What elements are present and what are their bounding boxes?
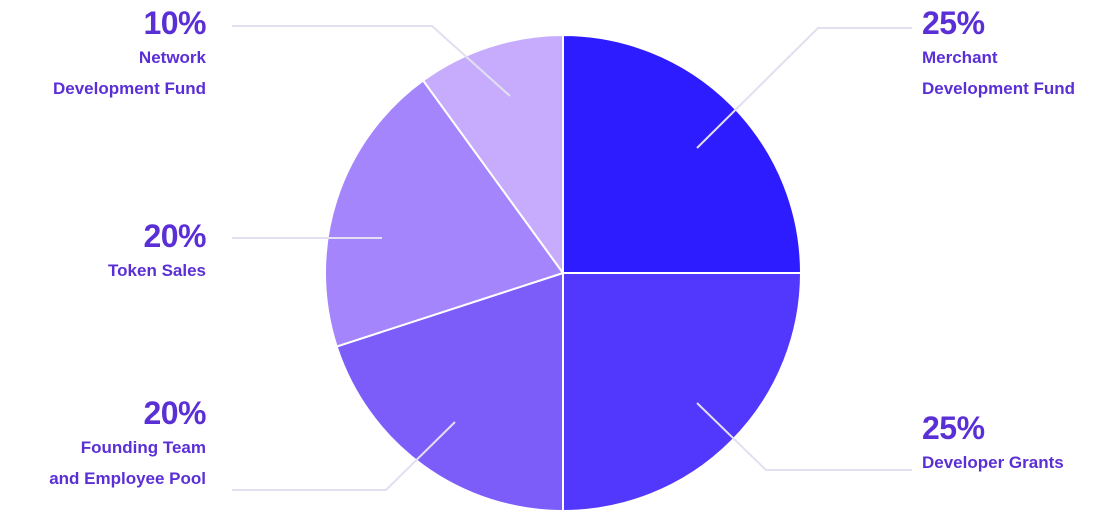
leader-line [232, 25, 511, 97]
slice-category-line: Founding Team [80, 438, 206, 458]
leader-line [696, 402, 912, 471]
pie-slices [324, 33, 803, 511]
slice-percent: 25% [922, 410, 985, 446]
slice-category-line: Token Sales [108, 261, 206, 281]
slice-percent: 25% [922, 5, 985, 41]
leader-lines [232, 25, 912, 491]
slice-percent: 20% [143, 395, 206, 431]
slice-category-line: Developer Grants [922, 453, 1064, 473]
slice-label-founding-team: 20% Founding Team and Employee Pool [49, 394, 206, 494]
slice-percent: 10% [143, 5, 206, 41]
slice-label-developer-grants: 25% Developer Grants [922, 409, 1064, 478]
pie-slice [562, 272, 803, 511]
leader-line [696, 27, 912, 149]
slice-category-line: Development Fund [922, 79, 1076, 99]
slice-percent: 20% [143, 218, 206, 254]
slice-category-line: and Employee Pool [49, 469, 206, 489]
pie-slice [562, 33, 803, 274]
slice-category-line: Development Fund [52, 79, 206, 99]
pie-slice [421, 33, 564, 277]
leader-line [232, 421, 456, 491]
slice-category-line: Merchant [922, 48, 998, 68]
slice-label-token-sales: 20% Token Sales [108, 217, 206, 286]
pie-slice [324, 79, 565, 348]
slice-label-merchant-development-fund: 25% Merchant Development Fund [922, 4, 1075, 104]
pie-slice [335, 271, 564, 511]
slice-category-line: Network [138, 48, 206, 68]
slice-label-network-development-fund: 10% Network Development Fund [52, 4, 207, 104]
